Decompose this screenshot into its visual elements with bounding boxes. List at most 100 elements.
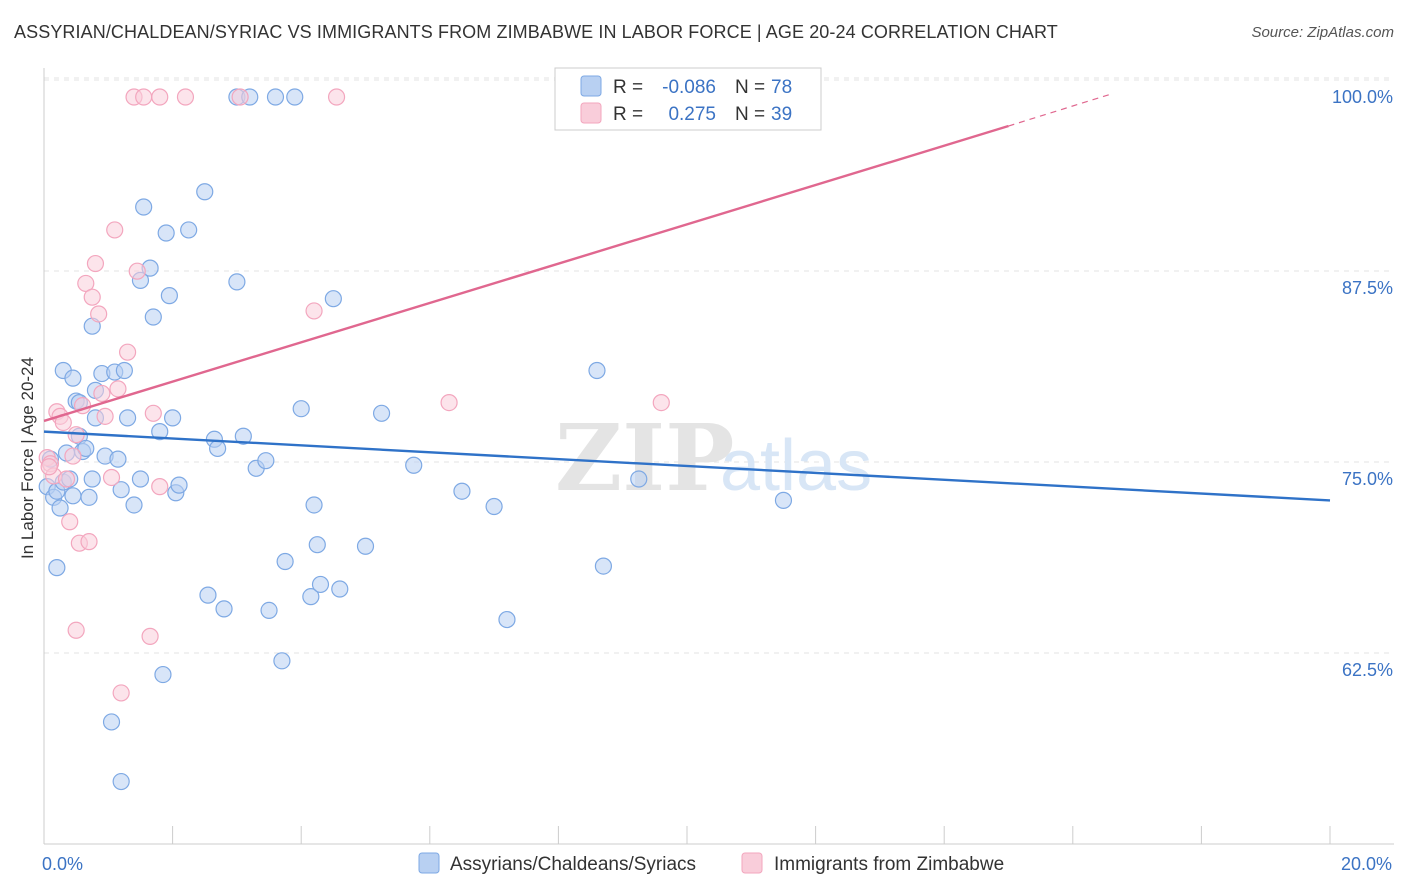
point-0-62 [308, 536, 326, 554]
point-0-63 [311, 575, 330, 594]
point-0-13 [80, 488, 98, 506]
point-0-70 [485, 497, 503, 516]
series-1 [38, 88, 670, 702]
watermark: ZIP atlas [555, 404, 872, 512]
point-1-35 [305, 302, 323, 320]
point-0-55 [257, 452, 275, 470]
point-0-25 [112, 481, 130, 499]
point-0-65 [324, 290, 342, 308]
point-0-30 [102, 713, 121, 731]
point-1-7 [61, 513, 79, 531]
point-0-12 [77, 439, 95, 458]
point-0-52 [266, 88, 285, 106]
point-0-53 [286, 88, 304, 106]
x-tick-label-max: 20.0% [1341, 854, 1392, 874]
y-tick-labels: 62.5% 75.0% 87.5% 100.0% [1332, 87, 1393, 680]
point-0-69 [453, 482, 471, 500]
point-1-31 [151, 88, 169, 106]
point-1-33 [231, 88, 249, 106]
series-0 [38, 88, 793, 791]
point-0-57 [276, 552, 294, 571]
legend-n-value-zimbabwe: 39 [771, 104, 792, 125]
point-0-14 [83, 470, 101, 488]
point-0-47 [215, 600, 233, 618]
legend-n-label-zimbabwe: N = [735, 104, 765, 125]
point-1-26 [128, 262, 146, 280]
point-0-76 [48, 559, 66, 577]
point-0-38 [160, 287, 178, 305]
point-0-26 [115, 361, 133, 380]
trend-line-1 [43, 124, 1009, 423]
legend-r-value-zimbabwe: 0.275 [668, 104, 716, 125]
x-tick-label-min: 0.0% [42, 854, 83, 874]
point-1-22 [118, 343, 137, 361]
point-1-13 [80, 533, 98, 551]
bottom-legend-label-assyrians: Assyrians/Chaldeans/Syriacs [450, 854, 696, 875]
point-0-73 [594, 557, 613, 575]
point-0-8 [64, 487, 82, 505]
trend-line-0 [43, 430, 1331, 502]
point-1-24 [141, 627, 159, 645]
point-0-49 [234, 427, 252, 445]
watermark-zip: ZIP [555, 404, 734, 512]
bottom-legend-swatch-zimbabwe [741, 852, 763, 874]
point-0-37 [157, 224, 175, 242]
point-1-6 [57, 470, 76, 488]
point-0-59 [292, 400, 310, 418]
point-1-12 [77, 274, 95, 293]
point-1-27 [144, 404, 162, 422]
point-0-64 [331, 580, 349, 598]
point-1-37 [652, 394, 670, 412]
point-0-43 [196, 183, 214, 201]
legend-n-value-assyrians: 78 [771, 77, 792, 98]
bottom-legend-swatch-assyrians [418, 852, 440, 874]
legend-swatch-zimbabwe [580, 102, 602, 124]
point-0-27 [118, 409, 137, 427]
legend-r-label-zimbabwe: R = [613, 104, 643, 125]
point-0-41 [170, 476, 188, 494]
scatter-points [38, 88, 793, 791]
point-1-19 [102, 468, 121, 487]
bottom-legend-label-zimbabwe: Immigrants from Zimbabwe [774, 854, 1004, 875]
point-0-74 [630, 470, 648, 488]
point-0-77 [154, 665, 172, 684]
point-0-67 [372, 404, 391, 422]
chart-source: Source: ZipAtlas.com [1251, 24, 1394, 41]
point-0-58 [273, 652, 291, 670]
point-0-66 [356, 537, 375, 555]
point-0-68 [405, 456, 423, 474]
point-1-38 [40, 458, 58, 476]
point-1-17 [93, 384, 111, 403]
point-0-56 [260, 601, 278, 620]
point-0-29 [131, 470, 150, 488]
point-1-25 [112, 684, 130, 702]
y-tick-label-0: 62.5% [1342, 660, 1393, 680]
point-1-30 [135, 88, 153, 106]
trend-lines [43, 93, 1331, 502]
point-1-36 [440, 394, 458, 412]
point-0-39 [164, 409, 182, 427]
point-0-72 [588, 361, 606, 380]
point-0-42 [180, 221, 198, 239]
legend-r-value-assyrians: -0.086 [662, 77, 716, 98]
legend-r-label-assyrians: R = [613, 77, 643, 98]
point-0-44 [199, 586, 217, 604]
point-1-16 [90, 305, 108, 323]
point-1-23 [67, 621, 85, 639]
legend: R = -0.086 N = 78 R = 0.275 N = 39 [554, 67, 822, 131]
point-0-17 [64, 369, 82, 387]
point-0-75 [774, 491, 793, 509]
point-1-28 [151, 478, 169, 496]
point-1-21 [109, 380, 127, 398]
point-1-32 [176, 88, 195, 106]
point-0-36 [151, 423, 169, 441]
point-0-48 [228, 273, 246, 291]
point-1-20 [106, 221, 124, 239]
point-0-60 [302, 588, 320, 606]
chart-title: ASSYRIAN/CHALDEAN/SYRIAC VS IMMIGRANTS F… [14, 22, 1058, 42]
y-tick-label-1: 75.0% [1342, 469, 1393, 489]
y-axis-label: In Labor Force | Age 20-24 [18, 357, 37, 559]
point-0-61 [305, 496, 323, 514]
point-1-34 [327, 88, 346, 106]
